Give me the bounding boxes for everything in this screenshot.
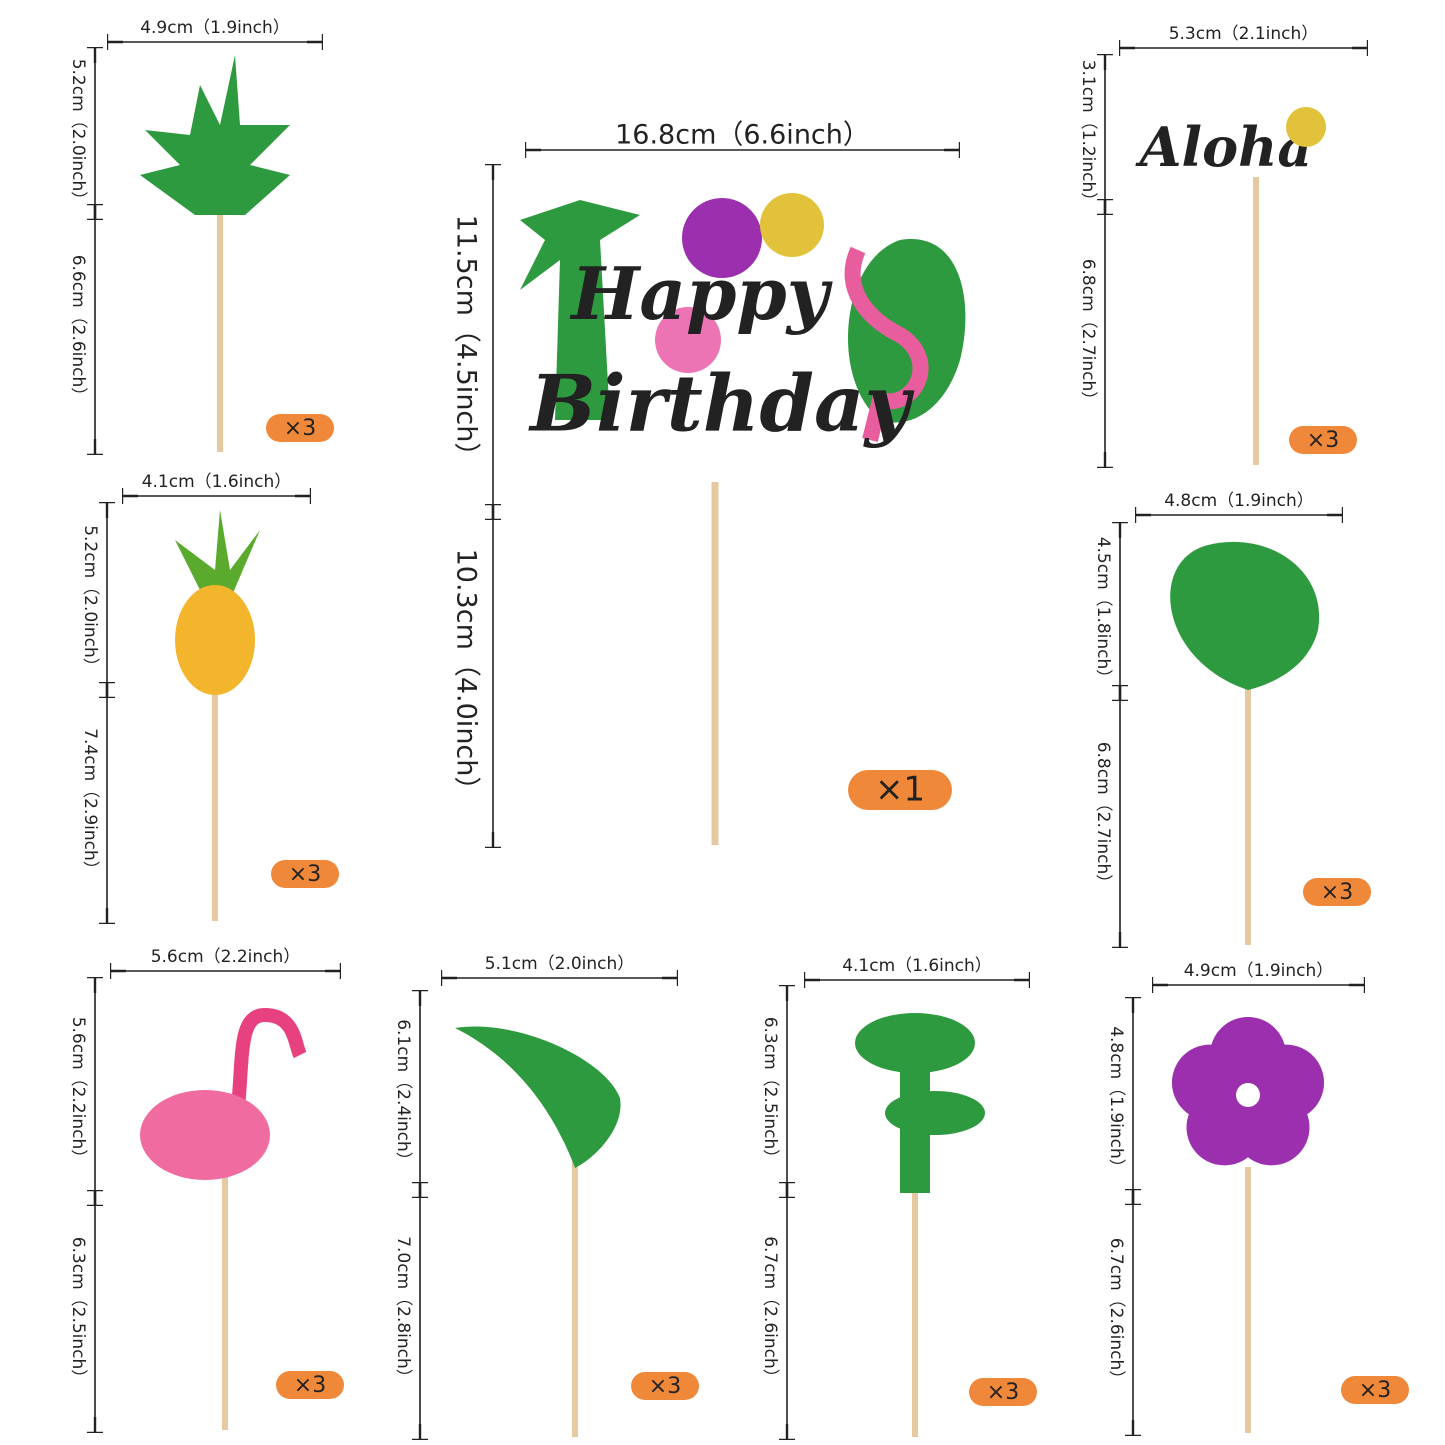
quantity-label: ×3: [284, 416, 316, 441]
topper: 4.9cm（1.9inch） 5.2cm（2.0inch） 6.6cm（2.6inc…: [68, 18, 334, 452]
crown-art: [855, 1013, 975, 1073]
quantity-badge: [969, 1378, 1037, 1406]
height-label: 5.2cm（2.0inch）: [68, 59, 88, 209]
topper: 4.1cm（1.6inch） 5.2cm（2.0inch） 7.4cm（2.9inc…: [80, 472, 339, 921]
quantity-label: ×3: [649, 1374, 681, 1399]
height-label: 6.7cm（2.6inch）: [1106, 1238, 1126, 1388]
height-label: 6.1cm（2.4inch）: [393, 1019, 413, 1169]
neck-art: [228, 1007, 307, 1136]
monstera-art: [1170, 541, 1320, 690]
height-label: 7.4cm（2.9inch）: [80, 728, 100, 878]
height-label: 6.3cm（2.5inch）: [760, 1017, 780, 1167]
width-label: 4.1cm（1.6inch）: [142, 472, 292, 492]
crown-art: [175, 510, 260, 600]
height-label: 5.6cm（2.2inch）: [68, 1017, 88, 1167]
height-label: 10.3cm（4.0inch）: [451, 549, 482, 804]
height-label: 4.8cm（1.9inch）: [1106, 1026, 1126, 1176]
leaf-art: [140, 55, 290, 215]
topper: 4.1cm（1.6inch） 6.3cm（2.5inch） 6.7cm（2.6inc…: [760, 956, 1037, 1437]
quantity-label: ×3: [1359, 1378, 1391, 1403]
topper: 4.8cm（1.9inch） 4.5cm（1.8inch） 6.8cm（2.7inc…: [1093, 491, 1371, 945]
quantity-label: ×3: [1307, 428, 1339, 453]
quantity-badge: [848, 770, 952, 810]
width-label: 4.9cm（1.9inch）: [140, 18, 290, 38]
width-label: 5.1cm（2.0inch）: [485, 954, 635, 974]
fruit-art: [175, 585, 255, 695]
quantity-label: ×3: [1321, 880, 1353, 905]
height-label: 11.5cm（4.5inch）: [451, 215, 482, 470]
height-label: 6.8cm（2.7inch）: [1078, 259, 1098, 409]
height-label: 3.1cm（1.2inch）: [1078, 60, 1098, 210]
height-label: 5.2cm（2.0inch）: [80, 525, 100, 675]
quantity-badge: [266, 414, 334, 442]
center-art: [1236, 1083, 1260, 1107]
width-label: 5.6cm（2.2inch）: [151, 947, 301, 967]
quantity-label: ×3: [987, 1380, 1019, 1405]
width-label: 5.3cm（2.1inch）: [1169, 24, 1319, 44]
petal-art: [1171, 1044, 1248, 1121]
topper: 5.6cm（2.2inch） 5.6cm（2.2inch） 6.3cm（2.5inc…: [68, 947, 344, 1430]
crown-art: [885, 1091, 985, 1135]
width-label: 4.8cm（1.9inch）: [1164, 491, 1314, 511]
height-label: 4.5cm（1.8inch）: [1093, 537, 1113, 687]
height-label: 7.0cm（2.8inch）: [393, 1236, 413, 1386]
flower-art: [655, 307, 721, 373]
quantity-label: ×3: [289, 862, 321, 887]
artwork-text: Happy: [569, 251, 832, 336]
flower-art: [760, 193, 824, 257]
flamingo-art: [844, 246, 929, 442]
artwork-text: Birthday: [528, 359, 914, 450]
topper: 5.1cm（2.0inch） 6.1cm（2.4inch） 7.0cm（2.8inc…: [393, 954, 699, 1437]
topper: 4.9cm（1.9inch） 4.8cm（1.9inch） 6.7cm（2.6inc…: [1106, 961, 1409, 1433]
quantity-badge: [1341, 1376, 1409, 1404]
quantity-badge: [271, 860, 339, 888]
height-label: 6.6cm（2.6inch）: [68, 255, 88, 405]
height-label: 6.7cm（2.6inch）: [760, 1236, 780, 1386]
width-label: 4.1cm（1.6inch）: [842, 956, 992, 976]
quantity-badge: [631, 1372, 699, 1400]
quantity-label: ×1: [875, 770, 925, 810]
quantity-badge: [1303, 878, 1371, 906]
quantity-label: ×3: [294, 1373, 326, 1398]
fern-art: [455, 1026, 621, 1168]
width-label: 16.8cm（6.6inch）: [615, 120, 870, 151]
topper: Happy Birthday 16.8cm（6.6inch） 11.5cm（4.5in…: [451, 120, 966, 846]
artwork-text: Aloha: [1135, 115, 1313, 179]
body-art: [140, 1090, 270, 1180]
quantity-badge: [276, 1371, 344, 1399]
height-label: 6.3cm（2.5inch）: [68, 1237, 88, 1387]
height-label: 6.8cm（2.7inch）: [1093, 742, 1113, 892]
flower-art: [682, 198, 762, 278]
palm-art: [520, 200, 640, 420]
quantity-badge: [1289, 426, 1357, 454]
topper: Aloha 5.3cm（2.1inch） 3.1cm（1.2inch） 6.8cm（2…: [1078, 24, 1360, 465]
width-label: 4.9cm（1.9inch）: [1184, 961, 1334, 981]
flower-art: [1286, 107, 1326, 147]
